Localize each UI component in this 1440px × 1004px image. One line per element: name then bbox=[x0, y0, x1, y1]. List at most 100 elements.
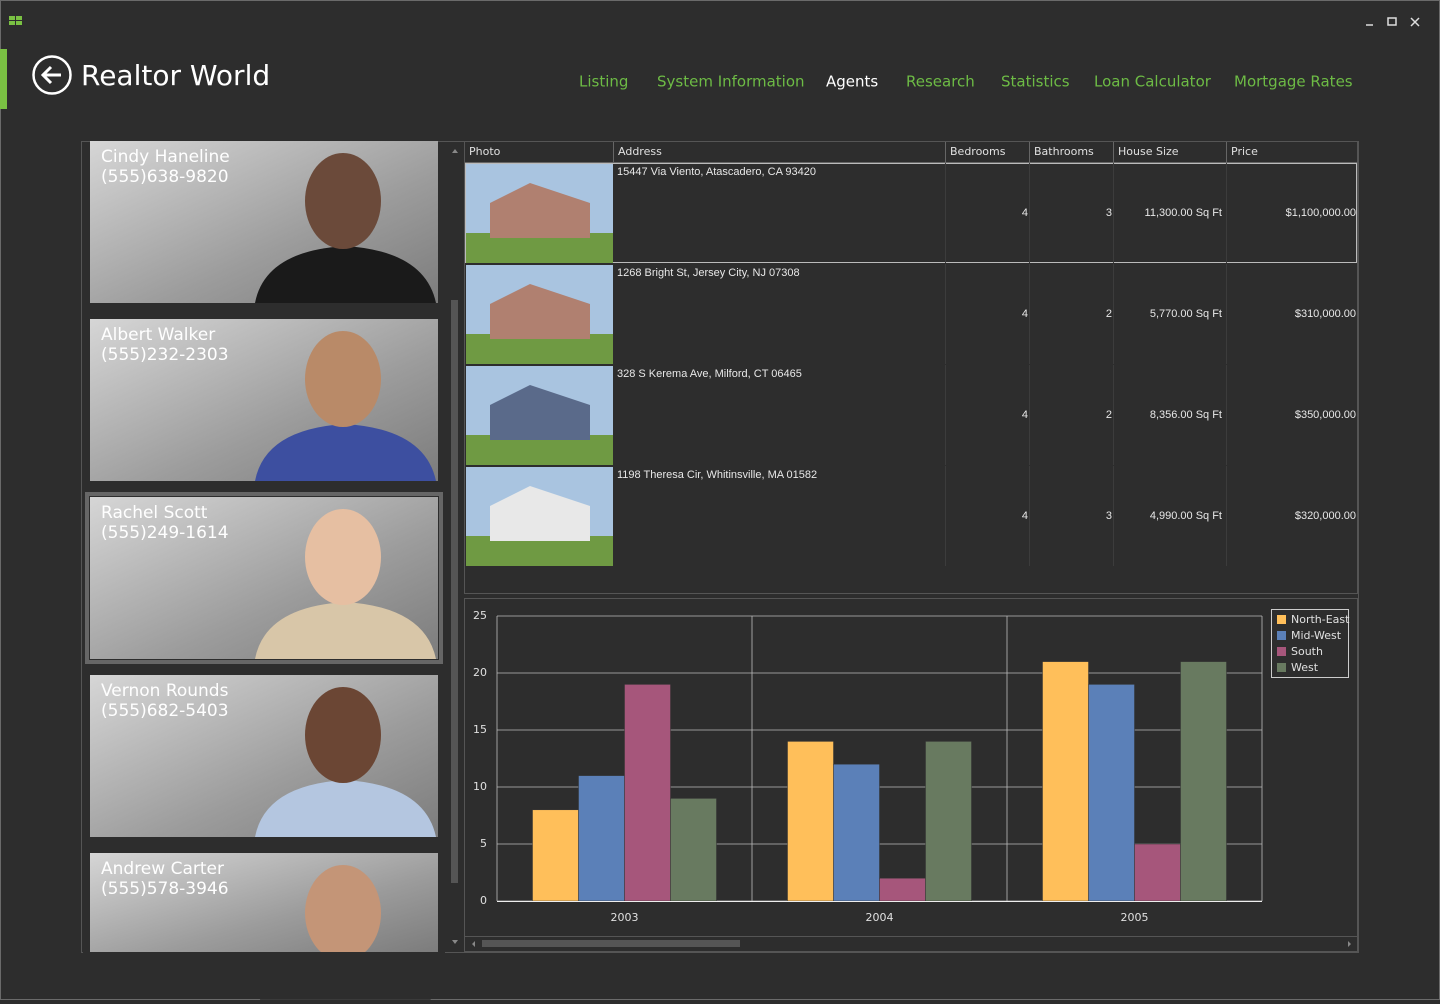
cell-value: $350,000.00 bbox=[1295, 409, 1356, 421]
house-photo bbox=[490, 385, 590, 440]
agent-photo bbox=[255, 424, 436, 481]
list-bottom-cover bbox=[83, 952, 445, 999]
nav-item[interactable]: Agents bbox=[826, 73, 878, 91]
column-header[interactable]: Address bbox=[618, 145, 662, 158]
cell-value: 5,770.00 Sq Ft bbox=[1150, 308, 1222, 320]
y-tick-label: 0 bbox=[480, 894, 487, 907]
cell-value: 2 bbox=[1106, 308, 1112, 320]
close-button[interactable] bbox=[1410, 17, 1420, 27]
address: 1268 Bright St, Jersey City, NJ 07308 bbox=[617, 267, 800, 279]
agent-photo bbox=[305, 153, 381, 249]
app-title: Realtor World bbox=[81, 59, 270, 92]
legend-label: South bbox=[1291, 645, 1323, 658]
bar bbox=[1134, 843, 1181, 902]
cell-value: $1,100,000.00 bbox=[1286, 207, 1356, 219]
column-header[interactable]: Photo bbox=[469, 145, 501, 158]
y-tick-label: 25 bbox=[473, 609, 487, 622]
cell-value: 4 bbox=[1022, 308, 1028, 320]
cell-value: 3 bbox=[1106, 207, 1112, 219]
bar bbox=[532, 809, 579, 902]
column-header[interactable]: Bedrooms bbox=[950, 145, 1006, 158]
agent-photo bbox=[305, 687, 381, 783]
maximize-button[interactable] bbox=[1387, 17, 1397, 26]
bar bbox=[624, 684, 671, 902]
house-photo bbox=[490, 183, 590, 238]
bar bbox=[925, 741, 972, 902]
cell-value: $320,000.00 bbox=[1295, 510, 1356, 522]
accent-bar bbox=[0, 49, 7, 109]
selection-border bbox=[85, 492, 443, 664]
agent-scrollbar[interactable] bbox=[447, 142, 461, 952]
agent-name: Andrew Carter bbox=[101, 859, 224, 879]
nav-item[interactable]: Listing bbox=[579, 73, 628, 91]
address: 328 S Kerema Ave, Milford, CT 06465 bbox=[617, 368, 802, 380]
bar bbox=[879, 877, 926, 902]
nav-item[interactable]: Research bbox=[906, 73, 975, 91]
nav-item[interactable]: Loan Calculator bbox=[1094, 73, 1212, 91]
chart-scrollbar[interactable] bbox=[465, 936, 1357, 948]
legend-swatch bbox=[1277, 663, 1286, 672]
cell-value: 4 bbox=[1022, 510, 1028, 522]
legend-swatch bbox=[1277, 615, 1286, 624]
y-tick-label: 5 bbox=[480, 837, 487, 850]
agent-name: Albert Walker bbox=[101, 325, 215, 345]
legend-label: North-East bbox=[1291, 613, 1350, 626]
cell-value: 4 bbox=[1022, 409, 1028, 421]
agent-photo bbox=[305, 865, 381, 961]
agent-card[interactable]: Vernon Rounds(555)682-5403 bbox=[90, 675, 438, 837]
x-tick-label: 2003 bbox=[611, 911, 639, 924]
agent-phone: (555)249-1614 bbox=[101, 523, 229, 543]
agent-phone: (555)682-5403 bbox=[101, 701, 229, 721]
bar bbox=[787, 741, 834, 902]
listing-row[interactable]: 1268 Bright St, Jersey City, NJ 07308 4 2 5… bbox=[466, 264, 1356, 364]
bar bbox=[1180, 661, 1227, 902]
nav-item[interactable]: System Information bbox=[657, 73, 805, 91]
agent-phone: (555)578-3946 bbox=[101, 879, 229, 899]
x-tick-label: 2005 bbox=[1121, 911, 1149, 924]
legend-label: Mid-West bbox=[1291, 629, 1342, 642]
column-header[interactable]: Price bbox=[1231, 145, 1258, 158]
agent-phone: (555)232-2303 bbox=[101, 345, 229, 365]
house-photo bbox=[490, 486, 590, 541]
agent-name: Cindy Haneline bbox=[101, 147, 230, 167]
column-header[interactable]: House Size bbox=[1118, 145, 1179, 158]
column-header[interactable]: Bathrooms bbox=[1034, 145, 1094, 158]
legend-swatch bbox=[1277, 631, 1286, 640]
agent-name: Rachel Scott bbox=[101, 503, 208, 523]
y-tick-label: 10 bbox=[473, 780, 487, 793]
legend-swatch bbox=[1277, 647, 1286, 656]
back-button[interactable] bbox=[32, 55, 72, 95]
agent-card[interactable]: Cindy Haneline(555)638-9820 bbox=[90, 141, 438, 303]
agent-name: Vernon Rounds bbox=[101, 681, 229, 701]
nav-item[interactable]: Statistics bbox=[1001, 73, 1070, 91]
legend-label: West bbox=[1291, 661, 1319, 674]
listing-grid bbox=[464, 141, 1358, 594]
cell-value: 3 bbox=[1106, 510, 1112, 522]
cell-value: 11,300.00 Sq Ft bbox=[1145, 207, 1222, 219]
agent-card[interactable]: Albert Walker(555)232-2303 bbox=[90, 319, 438, 481]
bar bbox=[1042, 661, 1089, 902]
agent-photo bbox=[255, 602, 436, 659]
cell-value: 4 bbox=[1022, 207, 1028, 219]
address: 15447 Via Viento, Atascadero, CA 93420 bbox=[617, 166, 816, 178]
bar bbox=[833, 763, 880, 902]
house-photo bbox=[490, 284, 590, 339]
cell-value: 2 bbox=[1106, 409, 1112, 421]
listing-row[interactable]: 328 S Kerema Ave, Milford, CT 06465 4 2 8,3… bbox=[466, 365, 1356, 465]
y-tick-label: 15 bbox=[473, 723, 487, 736]
agent-phone: (555)638-9820 bbox=[101, 167, 229, 187]
bar bbox=[578, 775, 625, 902]
cell-value: $310,000.00 bbox=[1295, 308, 1356, 320]
app-icon bbox=[9, 16, 22, 25]
listing-row[interactable]: 1198 Theresa Cir, Whitinsville, MA 01582… bbox=[466, 466, 1356, 566]
x-tick-label: 2004 bbox=[866, 911, 894, 924]
cell-value: 4,990.00 Sq Ft bbox=[1150, 510, 1222, 522]
y-tick-label: 20 bbox=[473, 666, 487, 679]
agent-photo bbox=[255, 780, 436, 837]
listing-row[interactable]: 15447 Via Viento, Atascadero, CA 93420 4 3… bbox=[465, 163, 1357, 263]
address: 1198 Theresa Cir, Whitinsville, MA 01582 bbox=[617, 469, 817, 481]
agent-card[interactable]: Rachel Scott(555)249-1614 bbox=[85, 492, 443, 664]
agent-photo bbox=[305, 509, 381, 605]
nav-item[interactable]: Mortgage Rates bbox=[1234, 73, 1353, 91]
